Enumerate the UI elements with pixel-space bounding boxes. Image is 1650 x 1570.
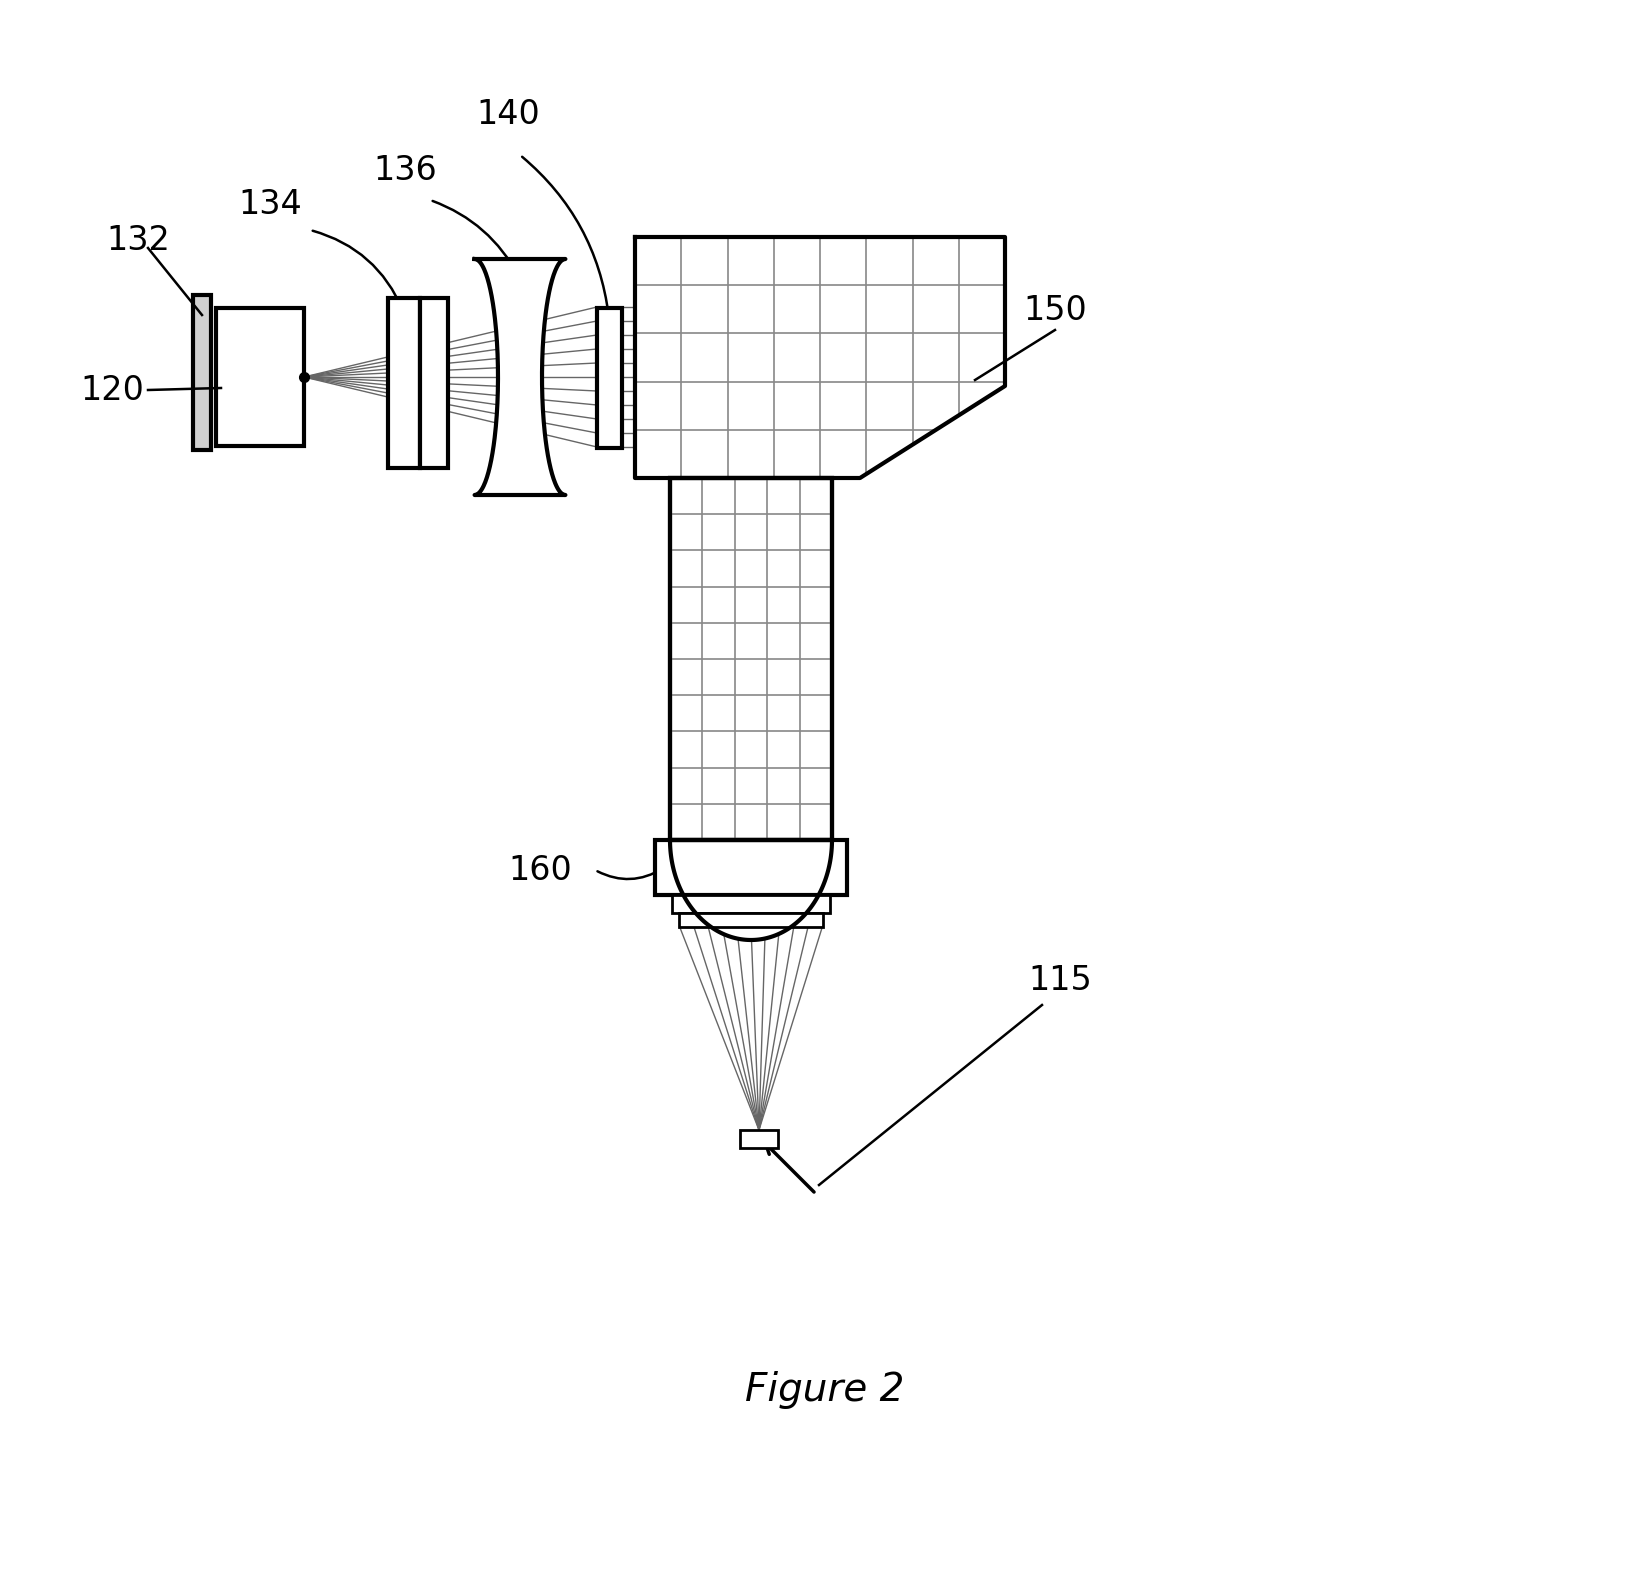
Bar bbox=[678, 914, 823, 926]
Text: 115: 115 bbox=[1028, 964, 1092, 997]
Bar bbox=[672, 895, 830, 914]
Bar bbox=[193, 295, 211, 451]
Bar bbox=[670, 477, 832, 840]
Text: 140: 140 bbox=[477, 99, 540, 132]
Bar bbox=[739, 1130, 779, 1148]
Polygon shape bbox=[670, 840, 832, 940]
Bar bbox=[216, 308, 304, 446]
Text: 120: 120 bbox=[81, 374, 144, 407]
Text: 132: 132 bbox=[106, 223, 170, 256]
Polygon shape bbox=[475, 259, 566, 495]
Polygon shape bbox=[635, 237, 1005, 477]
Bar bbox=[670, 477, 832, 840]
Text: 136: 136 bbox=[373, 154, 437, 187]
Text: 134: 134 bbox=[238, 188, 302, 221]
Bar bbox=[655, 840, 846, 895]
Bar bbox=[421, 298, 449, 468]
Text: 150: 150 bbox=[1023, 294, 1087, 327]
Bar bbox=[597, 308, 622, 447]
Bar bbox=[388, 298, 421, 468]
Text: 160: 160 bbox=[508, 854, 573, 887]
Text: Figure 2: Figure 2 bbox=[746, 1371, 904, 1408]
